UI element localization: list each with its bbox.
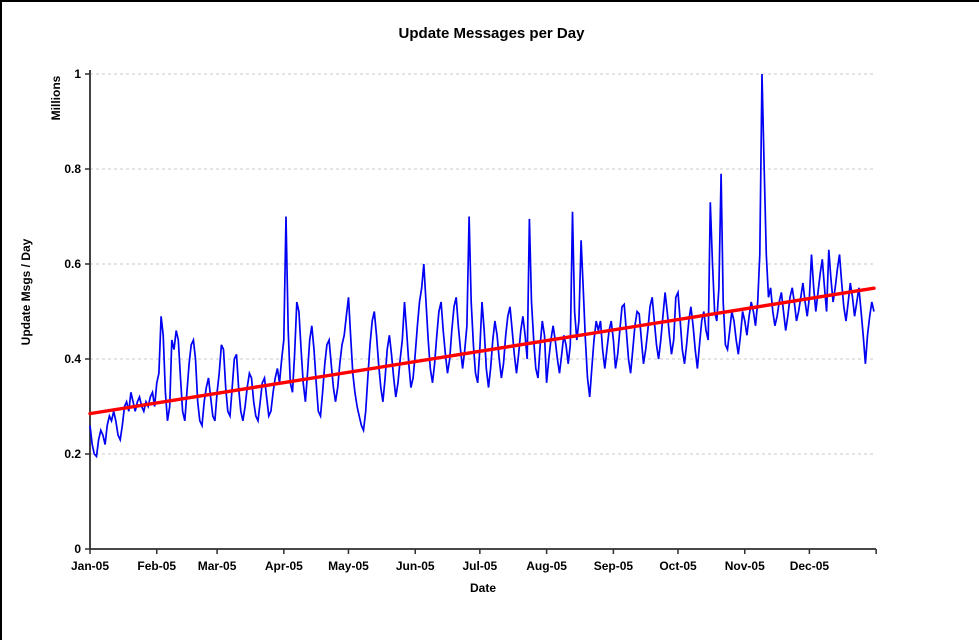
x-tick-label: May-05 bbox=[328, 559, 369, 573]
x-tick-label: Jul-05 bbox=[463, 559, 498, 573]
y-tick-label: 1 bbox=[74, 67, 81, 81]
x-tick-label: Apr-05 bbox=[265, 559, 303, 573]
x-tick-label: Sep-05 bbox=[594, 559, 634, 573]
chart-title: Update Messages per Day bbox=[398, 25, 585, 42]
trend-line bbox=[88, 286, 876, 416]
x-tick-label: Oct-05 bbox=[659, 559, 697, 573]
y-tick-label: 0.6 bbox=[64, 257, 81, 271]
y-tick-label: 0 bbox=[74, 542, 81, 556]
y-tick-label: 0.2 bbox=[64, 447, 81, 461]
x-tick-label: Mar-05 bbox=[198, 559, 237, 573]
x-tick-label: Nov-05 bbox=[725, 559, 765, 573]
x-tick-label: Feb-05 bbox=[137, 559, 176, 573]
x-tick-label: Jun-05 bbox=[396, 559, 435, 573]
x-tick-label: Aug-05 bbox=[526, 559, 567, 573]
x-tick-label: Dec-05 bbox=[790, 559, 830, 573]
x-axis-title: Date bbox=[469, 581, 497, 595]
x-tick-label: Jan-05 bbox=[71, 559, 109, 573]
y-tick-label: 0.8 bbox=[64, 162, 81, 176]
y-tick-label: 0.4 bbox=[64, 352, 81, 366]
daily-series-line bbox=[89, 73, 875, 459]
